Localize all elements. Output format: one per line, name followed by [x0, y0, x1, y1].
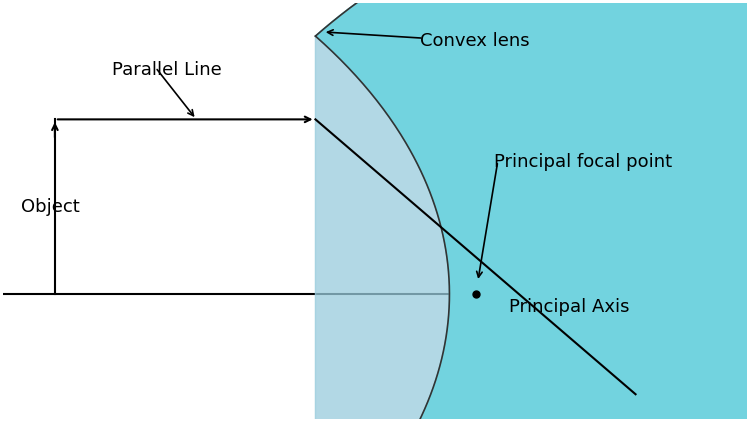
Text: Object: Object [22, 198, 80, 216]
Polygon shape [316, 0, 750, 422]
Polygon shape [316, 0, 750, 422]
Text: Convex lens: Convex lens [420, 32, 530, 50]
Text: Parallel Line: Parallel Line [112, 61, 221, 79]
Text: Principal focal point: Principal focal point [494, 153, 672, 170]
Text: Principal Axis: Principal Axis [509, 298, 629, 316]
